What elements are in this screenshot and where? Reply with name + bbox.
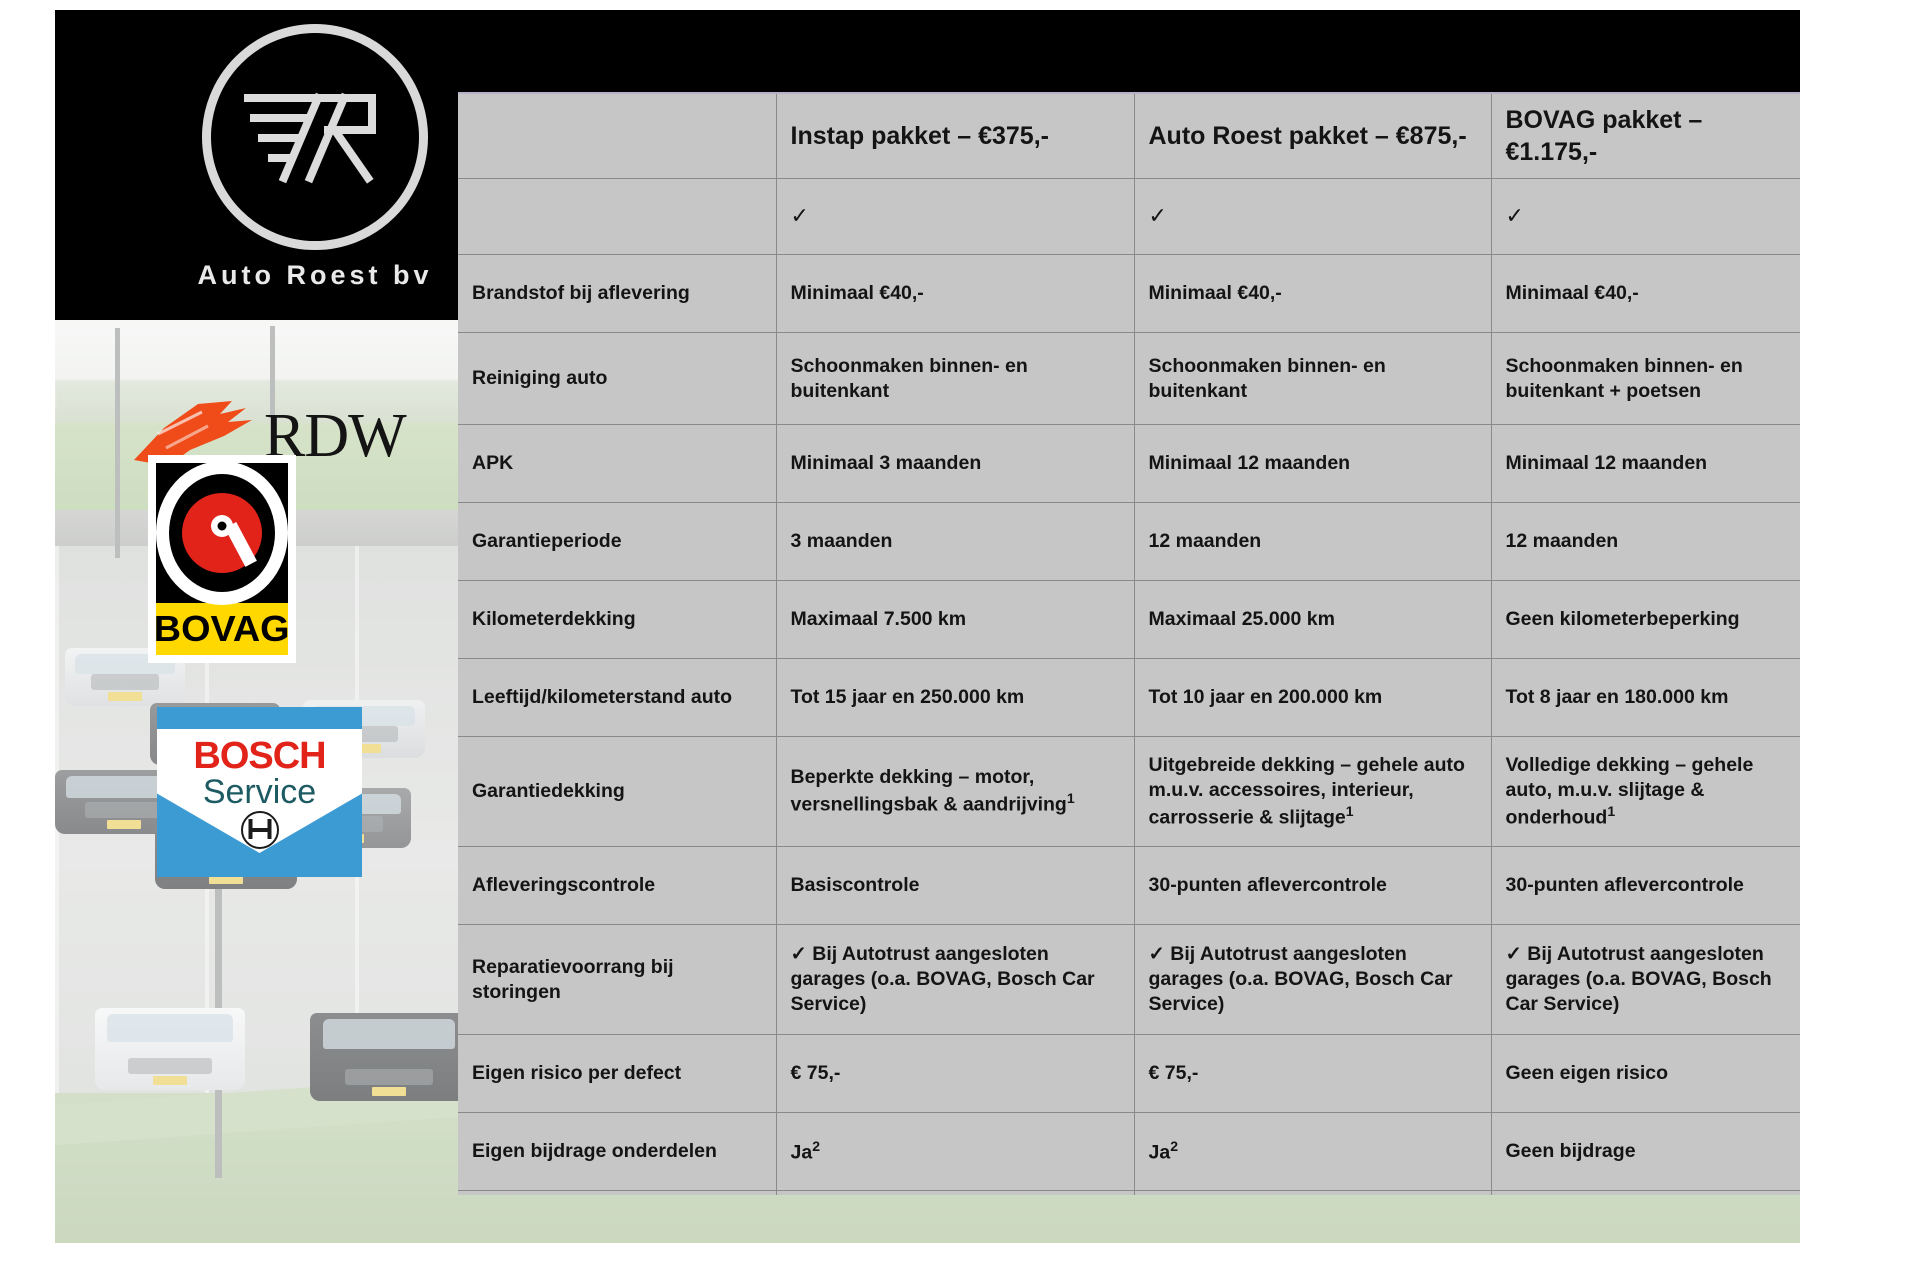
cell-package-1: € 75,- [776,1034,1135,1113]
bovag-keyhole-eye [211,515,233,538]
table-row: Afleveringscontrole Basiscontrole 30-punte… [458,846,1800,925]
cell-package-1: Ja2 [776,1112,1135,1191]
package-comparison-table-container: Instap pakket – €375,- Auto Roest pakket… [458,92,1800,1195]
bosch-service-logo: BOSCH Service [157,707,362,877]
bovag-logo: BOVAG [148,455,296,663]
row-label: APK [458,424,777,503]
cell-package-1: Schoonmaken binnen- en buitenkant [776,332,1135,425]
photo-parked-car [310,1013,468,1101]
auto-roest-7r-monogram-icon [202,24,428,250]
cell-package-2: ✓ [1134,178,1492,255]
row-label: Leeftijd/kilometerstand auto [458,658,777,737]
table-row: Reparatievoorrang bij storingen ✓ Bij Aut… [458,924,1800,1035]
cell-package-1: Minimaal €40,- [776,254,1135,333]
column-header-instap: Instap pakket – €375,- [776,92,1135,179]
column-header-bovag: BOVAG pakket – €1.175,- [1491,92,1800,179]
cell-package-2: 30-punten aflevercontrole [1134,846,1492,925]
row-label: Garantiedekking [458,736,777,847]
table-row: Garantieperiode 3 maanden 12 maanden 12 maa… [458,502,1800,581]
bovag-red-disc [182,493,262,573]
table-row: Brandstof bij aflevering Minimaal €40,- Mi… [458,254,1800,333]
cell-package-2: Maximaal 25.000 km [1134,580,1492,659]
bovag-target-icon [156,461,288,605]
table-row: Onderhoud bij afleveringNeeVervanging ol… [458,1190,1800,1195]
table-header-row: Instap pakket – €375,- Auto Roest pakket… [458,92,1800,179]
cell-package-3: Minimaal 12 maanden [1491,424,1800,503]
photo-light-pole [115,328,120,558]
cell-package-1: Nee [776,1190,1135,1195]
row-label: Afleveringscontrole [458,846,777,925]
table-row: ✓ ✓ ✓ [458,178,1800,255]
photo-parked-car [95,1008,245,1090]
cell-package-1: Beperkte dekking – motor, versnellingsba… [776,736,1135,847]
cell-package-3: Schoonmaken binnen- en buitenkant + poet… [1491,332,1800,425]
rdw-orange-arrow-icon [128,398,258,473]
bosch-armature-icon [240,811,279,849]
cell-package-2: Schoonmaken binnen- en buitenkant [1134,332,1492,425]
row-label: Reiniging auto [458,332,777,425]
cell-package-1: 3 maanden [776,502,1135,581]
cell-package-2: Minimaal €40,- [1134,254,1492,333]
bovag-ring [156,461,288,605]
table-row: Eigen risico per defect € 75,- € 75,- Geen … [458,1034,1800,1113]
cell-package-2: Uitgebreide dekking – gehele auto m.u.v.… [1134,736,1492,847]
cell-package-2: 12 maanden [1134,502,1492,581]
row-label: Garantieperiode [458,502,777,581]
cell-package-2: Vervanging olie, olie- en luchtfilter, i… [1134,1190,1492,1195]
table-row: Leeftijd/kilometerstand auto Tot 15 jaar … [458,658,1800,737]
table-body: ✓ ✓ ✓ Brandstof bij aflevering Minimaal €40,… [458,178,1800,1195]
cell-package-3: Volledige dekking – gehele auto, m.u.v. … [1491,736,1800,847]
row-label: Onderhoud bij aflevering [458,1190,777,1195]
table-row: Kilometerdekking Maximaal 7.500 km Maximaa… [458,580,1800,659]
bosch-wordmark: BOSCH [193,735,326,777]
cell-package-1: Minimaal 3 maanden [776,424,1135,503]
cell-package-1: ✓ [776,178,1135,255]
header-label-blank [458,92,777,179]
bosch-service-wordmark: Service [202,773,317,811]
photo-light-pole [270,326,275,541]
row-label: Brandstof bij aflevering [458,254,777,333]
cell-package-3: Geen bijdrage [1491,1112,1800,1191]
cell-package-2: Minimaal 12 maanden [1134,424,1492,503]
cell-package-2: € 75,- [1134,1034,1492,1113]
table-row: Eigen bijdrage onderdelen Ja2 Ja2 Geen bijd… [458,1112,1800,1191]
bovag-wordmark: BOVAG [154,608,290,649]
cell-package-3: Geen kilometerbeperking [1491,580,1800,659]
cell-package-3: Onderhoudsbeurt volgens fabrieksvoorschr… [1491,1190,1800,1195]
column-header-auto-roest: Auto Roest pakket – €875,- [1134,92,1492,179]
table-row: APK Minimaal 3 maanden Minimaal 12 maanden… [458,424,1800,503]
cell-package-3: 12 maanden [1491,502,1800,581]
bovag-wordmark-band: BOVAG [154,603,290,655]
row-label: Reparatievoorrang bij storingen [458,924,777,1035]
cell-package-3: Geen eigen risico [1491,1034,1800,1113]
cell-package-2: Ja2 [1134,1112,1492,1191]
cell-package-1: ✓ Bij Autotrust aangesloten garages (o.a… [776,924,1135,1035]
cell-package-3: Tot 8 jaar en 180.000 km [1491,658,1800,737]
cell-package-3: ✓ Bij Autotrust aangesloten garages (o.a… [1491,924,1800,1035]
cell-package-1: Tot 15 jaar en 250.000 km [776,658,1135,737]
cell-package-1: Maximaal 7.500 km [776,580,1135,659]
cell-package-3: Minimaal €40,- [1491,254,1800,333]
auto-roest-wordmark: Auto Roest bv [197,260,433,290]
row-label: Eigen risico per defect [458,1034,777,1113]
cell-package-2: Tot 10 jaar en 200.000 km [1134,658,1492,737]
cell-package-3: ✓ [1491,178,1800,255]
row-label: Eigen bijdrage onderdelen [458,1112,777,1191]
cell-package-1: Basiscontrole [776,846,1135,925]
table-row: Garantiedekking Beperkte dekking – motor,… [458,736,1800,847]
cell-package-2: ✓ Bij Autotrust aangesloten garages (o.a… [1134,924,1492,1035]
package-comparison-table: Instap pakket – €375,- Auto Roest pakket… [458,92,1800,1195]
table-row: Reiniging auto Schoonmaken binnen- en bui… [458,332,1800,425]
cell-package-3: 30-punten aflevercontrole [1491,846,1800,925]
row-label [458,178,777,255]
bosch-pennant: BOSCH Service [157,729,362,853]
row-label: Kilometerdekking [458,580,777,659]
auto-roest-logo: Auto Roest bv [150,24,480,314]
